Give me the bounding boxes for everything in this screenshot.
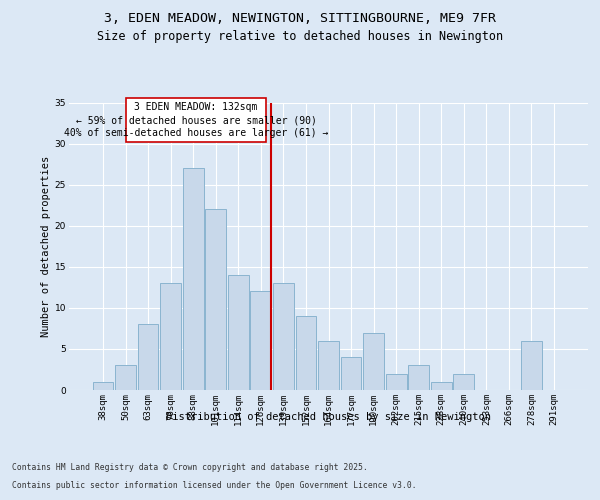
Bar bbox=[250, 292, 271, 390]
Bar bbox=[228, 275, 248, 390]
Bar bbox=[521, 340, 542, 390]
Text: Distribution of detached houses by size in Newington: Distribution of detached houses by size … bbox=[166, 412, 491, 422]
Bar bbox=[363, 332, 384, 390]
Bar bbox=[205, 210, 226, 390]
Bar bbox=[409, 366, 429, 390]
Y-axis label: Number of detached properties: Number of detached properties bbox=[41, 156, 50, 337]
Bar bbox=[160, 283, 181, 390]
FancyBboxPatch shape bbox=[125, 98, 266, 142]
Bar bbox=[431, 382, 452, 390]
Bar bbox=[137, 324, 158, 390]
Bar bbox=[183, 168, 203, 390]
Text: Size of property relative to detached houses in Newington: Size of property relative to detached ho… bbox=[97, 30, 503, 43]
Bar bbox=[454, 374, 474, 390]
Text: Contains public sector information licensed under the Open Government Licence v3: Contains public sector information licen… bbox=[12, 481, 416, 490]
Text: 3, EDEN MEADOW, NEWINGTON, SITTINGBOURNE, ME9 7FR: 3, EDEN MEADOW, NEWINGTON, SITTINGBOURNE… bbox=[104, 12, 496, 26]
Text: Contains HM Land Registry data © Crown copyright and database right 2025.: Contains HM Land Registry data © Crown c… bbox=[12, 464, 368, 472]
Bar bbox=[386, 374, 407, 390]
Bar bbox=[296, 316, 316, 390]
Bar bbox=[273, 283, 294, 390]
Bar bbox=[318, 340, 339, 390]
Bar bbox=[341, 357, 361, 390]
Bar bbox=[92, 382, 113, 390]
Text: 3 EDEN MEADOW: 132sqm
← 59% of detached houses are smaller (90)
40% of semi-deta: 3 EDEN MEADOW: 132sqm ← 59% of detached … bbox=[64, 102, 328, 139]
Bar bbox=[115, 366, 136, 390]
